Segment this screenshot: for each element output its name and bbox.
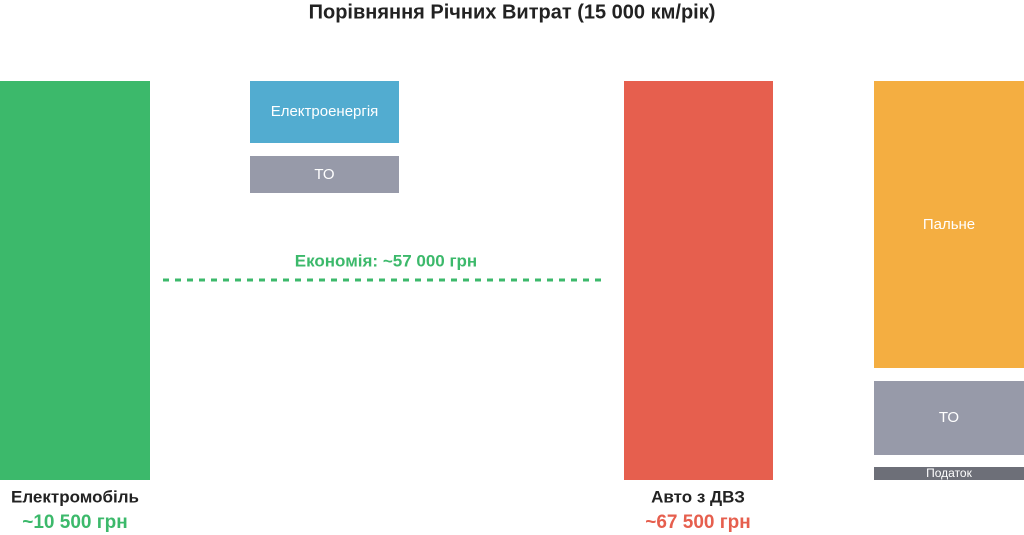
fuel-segment bbox=[874, 81, 1024, 368]
segment-label: ТО bbox=[939, 409, 959, 426]
tax-segment bbox=[874, 467, 1024, 480]
savings-label: Економія: ~57 000 грн bbox=[295, 251, 477, 270]
maintenance-segment bbox=[874, 381, 1024, 455]
electric-bar bbox=[0, 81, 150, 480]
segment-label: Податок bbox=[926, 466, 972, 480]
electric-label: Електромобіль bbox=[11, 487, 139, 506]
ice-bar bbox=[624, 81, 773, 480]
ice-total: ~67 500 грн bbox=[645, 512, 750, 533]
segment-label: ТО bbox=[314, 166, 334, 183]
electricity-segment bbox=[250, 81, 399, 143]
segment-label: Пальне bbox=[923, 216, 975, 233]
title: Порівняння Річних Витрат (15 000 км/рік) bbox=[309, 1, 716, 23]
segment-label: Електроенергія bbox=[271, 103, 379, 120]
maintenance-segment bbox=[250, 156, 399, 193]
electric-total: ~10 500 грн bbox=[22, 512, 127, 533]
ice-label: Авто з ДВЗ bbox=[651, 487, 745, 506]
